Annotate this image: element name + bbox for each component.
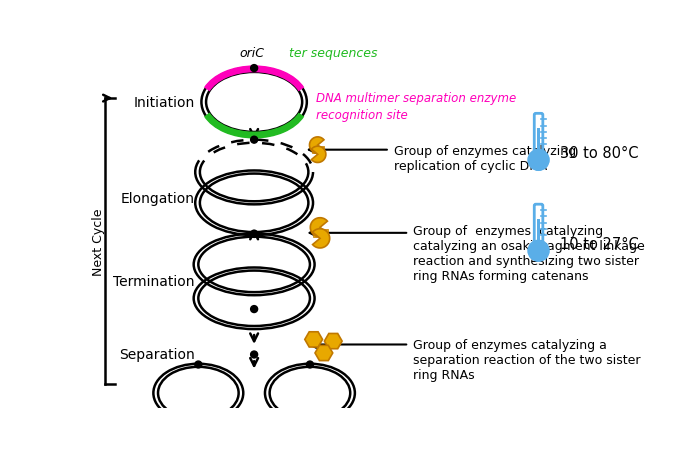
- Text: oriC: oriC: [239, 47, 265, 60]
- Circle shape: [195, 361, 202, 368]
- Text: Next Cycle: Next Cycle: [92, 208, 105, 275]
- Bar: [538, 129, 540, 154]
- Bar: [322, 231, 326, 234]
- Circle shape: [307, 361, 314, 368]
- Circle shape: [251, 306, 258, 313]
- Bar: [314, 233, 318, 236]
- Bar: [323, 230, 328, 232]
- Circle shape: [251, 66, 258, 73]
- Wedge shape: [312, 147, 326, 163]
- Bar: [314, 149, 318, 152]
- Circle shape: [251, 351, 258, 358]
- Circle shape: [251, 137, 258, 144]
- Text: Separation: Separation: [119, 348, 195, 362]
- Bar: [538, 219, 540, 244]
- Text: Group of enzymes catalyzing
replication of cyclic DNA: Group of enzymes catalyzing replication …: [393, 144, 575, 172]
- Text: Group of  enzymes  catalyzing
catalyzing an osaki fragment linkage
reaction and : Group of enzymes catalyzing catalyzing a…: [413, 224, 645, 282]
- Text: 30 to 80°C: 30 to 80°C: [560, 146, 638, 161]
- Bar: [321, 147, 324, 150]
- Text: Elongation: Elongation: [120, 192, 195, 206]
- Text: Initiation: Initiation: [133, 96, 195, 110]
- Circle shape: [529, 151, 548, 170]
- Wedge shape: [310, 218, 328, 237]
- Bar: [313, 150, 316, 153]
- Bar: [318, 149, 322, 152]
- Bar: [316, 232, 321, 235]
- Wedge shape: [309, 138, 324, 154]
- Bar: [313, 234, 317, 237]
- Text: Termination: Termination: [113, 275, 195, 289]
- Circle shape: [529, 242, 548, 261]
- Text: ter sequences: ter sequences: [289, 47, 377, 60]
- Bar: [312, 151, 316, 154]
- Text: DNA multimer separation enzyme
recognition site: DNA multimer separation enzyme recogniti…: [316, 92, 517, 122]
- Circle shape: [251, 230, 258, 238]
- Text: 10 to 27°C: 10 to 27°C: [560, 236, 639, 252]
- Bar: [319, 148, 323, 151]
- Text: Group of enzymes catalyzing a
separation reaction of the two sister
ring RNAs: Group of enzymes catalyzing a separation…: [413, 339, 640, 381]
- Bar: [321, 232, 324, 235]
- Wedge shape: [313, 229, 330, 248]
